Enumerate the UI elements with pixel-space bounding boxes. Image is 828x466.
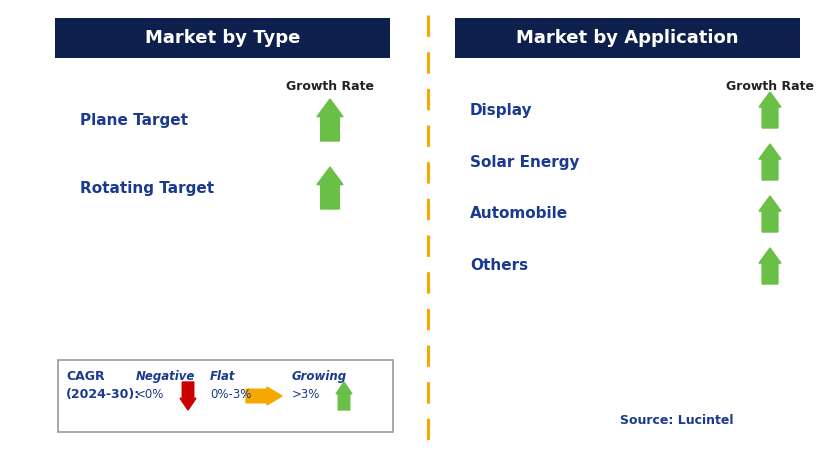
Text: Plane Target: Plane Target — [80, 112, 188, 128]
Polygon shape — [758, 92, 780, 128]
Text: Display: Display — [469, 103, 532, 117]
Text: CAGR: CAGR — [66, 370, 104, 383]
FancyBboxPatch shape — [58, 360, 392, 432]
Polygon shape — [335, 382, 352, 410]
Text: Solar Energy: Solar Energy — [469, 155, 579, 170]
FancyBboxPatch shape — [455, 18, 799, 58]
Text: <0%: <0% — [136, 388, 164, 401]
Polygon shape — [316, 167, 343, 209]
Text: Negative: Negative — [136, 370, 195, 383]
Text: Market by Application: Market by Application — [516, 29, 738, 47]
Text: 0%-3%: 0%-3% — [209, 388, 251, 401]
Polygon shape — [180, 382, 195, 410]
Text: Growth Rate: Growth Rate — [725, 80, 813, 93]
Text: Flat: Flat — [209, 370, 235, 383]
Text: (2024-30):: (2024-30): — [66, 388, 140, 401]
Text: Rotating Target: Rotating Target — [80, 180, 214, 196]
Text: Automobile: Automobile — [469, 206, 567, 221]
Text: Source: Lucintel: Source: Lucintel — [619, 413, 733, 426]
Text: >3%: >3% — [291, 388, 320, 401]
Polygon shape — [758, 248, 780, 284]
Text: Growth Rate: Growth Rate — [286, 80, 373, 93]
Polygon shape — [758, 196, 780, 232]
Text: Others: Others — [469, 259, 527, 274]
Polygon shape — [246, 387, 282, 405]
FancyBboxPatch shape — [55, 18, 389, 58]
Text: Growing: Growing — [291, 370, 347, 383]
Polygon shape — [758, 144, 780, 180]
Polygon shape — [316, 99, 343, 141]
Text: Market by Type: Market by Type — [145, 29, 300, 47]
